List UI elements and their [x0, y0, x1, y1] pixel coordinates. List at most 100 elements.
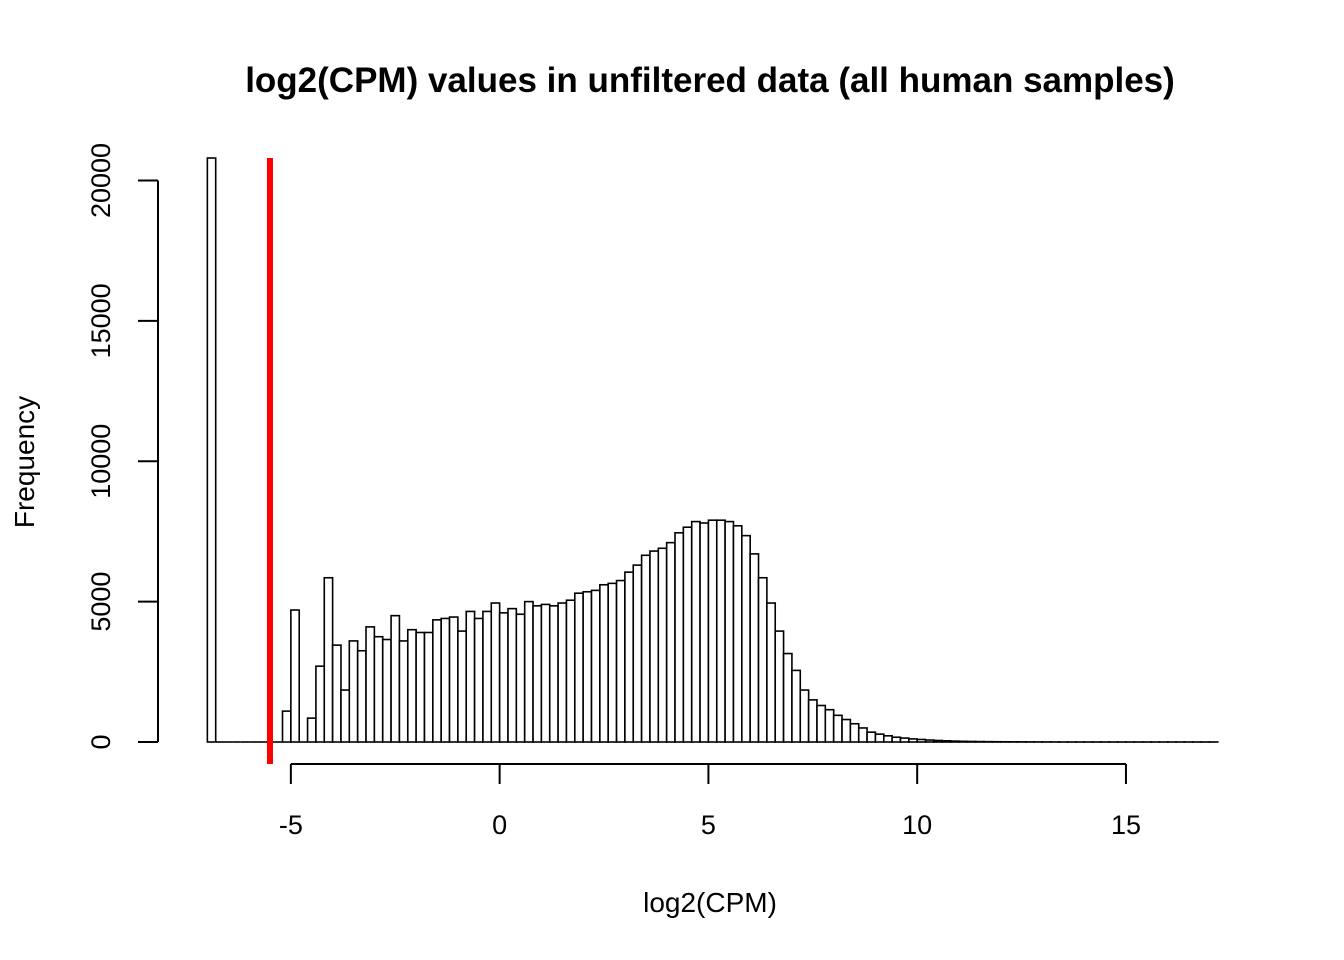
histogram-bar [724, 520, 735, 743]
histogram-bar [590, 589, 601, 743]
chart-title: log2(CPM) values in unfiltered data (all… [245, 61, 1175, 100]
histogram-bar [924, 739, 935, 743]
histogram-bar [323, 576, 334, 743]
histogram-bar [774, 630, 785, 743]
histogram-bar [916, 738, 927, 743]
y-tick-label: 0 [86, 734, 116, 749]
histogram-bar [874, 733, 885, 743]
x-axis: -5 0 5 10 15 [279, 763, 1141, 840]
histogram-bar [306, 717, 317, 743]
histogram-bar [816, 704, 827, 743]
histogram-bar [365, 626, 376, 743]
histogram-bar [448, 616, 459, 743]
histogram-bar [791, 669, 802, 743]
histogram-bar [465, 610, 476, 743]
histogram-bar [715, 519, 726, 743]
x-tick-label: 15 [1111, 810, 1141, 840]
histogram-bar [423, 631, 434, 743]
histogram-bar [607, 582, 618, 743]
y-tick-label: 5000 [86, 572, 116, 632]
histogram-bar [849, 722, 860, 743]
histogram-bar [732, 525, 743, 743]
histogram-bar [548, 605, 559, 743]
histogram-bar [832, 714, 843, 743]
histogram-bar [348, 640, 359, 743]
histogram-bar [782, 652, 793, 743]
histogram-bar [899, 737, 910, 743]
histogram-bar [373, 635, 384, 743]
x-tick-label: 10 [902, 810, 932, 840]
histogram-bar [757, 576, 768, 743]
histogram-bar [640, 554, 651, 743]
histogram-bar [766, 602, 777, 743]
histogram-bar [498, 612, 509, 743]
histogram-bar [866, 731, 877, 743]
histogram-bar [807, 699, 818, 743]
y-axis-label: Frequency [9, 396, 40, 528]
histogram-bar [432, 619, 442, 743]
histogram-bar [707, 519, 718, 743]
histogram-bar [841, 718, 852, 743]
y-tick-label: 10000 [86, 424, 116, 499]
histogram-bar [356, 649, 367, 743]
histogram-bar [657, 547, 668, 743]
histogram-bar [891, 736, 902, 743]
histogram-bar [290, 609, 301, 743]
histogram-bar [908, 738, 918, 743]
histogram-bar [457, 630, 468, 743]
histogram-bar [515, 613, 526, 743]
histogram-bar [440, 617, 451, 743]
histogram-bar [331, 644, 342, 743]
histogram-bars [206, 157, 1219, 743]
histogram-bar [949, 740, 960, 743]
histogram-bar [824, 708, 835, 743]
histogram-bar [941, 740, 952, 743]
y-tick-label: 20000 [86, 143, 116, 218]
histogram-bar [582, 590, 593, 743]
histogram-bar [882, 735, 893, 743]
histogram-bar [933, 739, 944, 743]
histogram-bar [340, 689, 351, 743]
histogram-bar [565, 599, 576, 743]
y-tick-label: 15000 [86, 283, 116, 358]
histogram-bar [381, 638, 392, 743]
histogram-bar [573, 592, 584, 743]
histogram-bar [682, 526, 693, 743]
histogram-bar [958, 740, 969, 743]
histogram-bar [624, 571, 635, 743]
histogram-bar [674, 532, 685, 743]
histogram-bar [532, 605, 543, 743]
histogram-bar [599, 583, 610, 743]
histogram-bar [699, 522, 710, 743]
histogram-bar [966, 740, 977, 743]
histogram-bar [390, 614, 401, 743]
histogram-bar [315, 665, 326, 743]
histogram-bar [406, 628, 417, 743]
histogram-bar [473, 617, 484, 743]
histogram-bar [799, 689, 810, 743]
histogram-bar [632, 564, 643, 743]
histogram-bar [523, 600, 534, 743]
histogram-bar [206, 157, 217, 743]
x-tick-label: 5 [701, 810, 716, 840]
x-tick-label: -5 [279, 810, 303, 840]
histogram-bar [741, 534, 751, 743]
y-axis: 0 5000 10000 15000 20000 [86, 143, 159, 750]
histogram-bar [615, 579, 626, 743]
x-axis-label: log2(CPM) [643, 887, 777, 918]
histogram-bar [415, 631, 426, 743]
histogram-bar [507, 607, 518, 743]
histogram-bar [649, 550, 660, 743]
histogram-bar [482, 610, 493, 743]
histogram-bar [490, 602, 501, 743]
histogram-bar [749, 553, 760, 743]
histogram-bar [281, 710, 292, 743]
histogram-bar [665, 541, 676, 743]
histogram-bar [690, 520, 701, 743]
x-tick-label: 0 [492, 810, 507, 840]
histogram-bar [857, 727, 868, 743]
histogram-bar [540, 603, 551, 743]
histogram-bar [557, 602, 568, 743]
histogram-bar [398, 640, 409, 743]
